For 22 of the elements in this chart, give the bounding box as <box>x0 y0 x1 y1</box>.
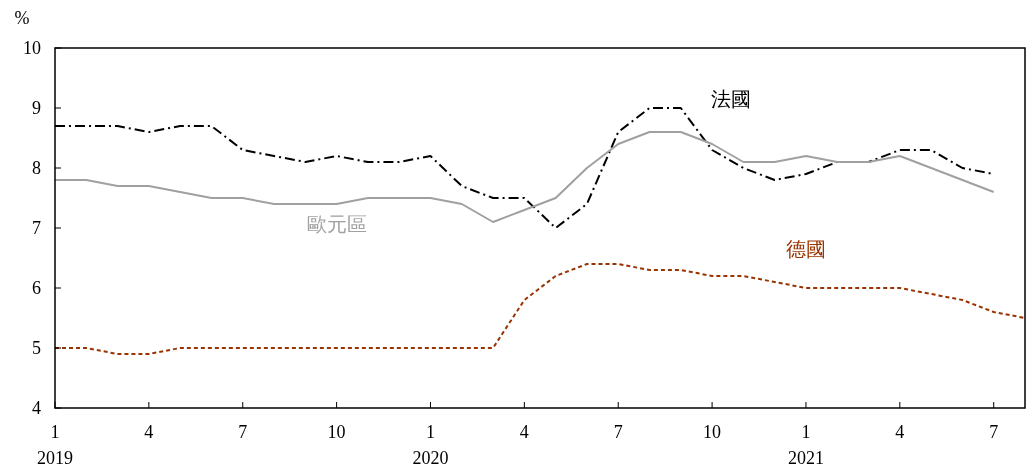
y-tick-label: 7 <box>32 218 41 238</box>
x-tick-label: 1 2020 <box>412 422 449 468</box>
y-tick-label: 6 <box>32 278 41 298</box>
y-axis-title: % <box>14 8 30 28</box>
x-tick-label: 4 <box>895 422 905 442</box>
x-tick-label: 4 <box>519 422 529 442</box>
x-tick-label: 7 <box>989 422 999 442</box>
x-tick-label: 4 <box>144 422 154 442</box>
series-label: 歐元區 <box>306 213 367 235</box>
x-tick-label: 10 <box>327 422 346 442</box>
x-tick-label: 1 2021 <box>787 422 824 468</box>
x-tick-label: 10 <box>703 422 722 442</box>
y-tick-label: 8 <box>32 158 41 178</box>
series-label: 法國 <box>710 88 751 110</box>
y-tick-label: 10 <box>23 38 41 58</box>
y-tick-label: 4 <box>32 398 41 418</box>
x-tick-label: 1 2019 <box>37 422 73 468</box>
series-label: 德國 <box>785 238 826 260</box>
x-tick-label: 7 <box>613 422 623 442</box>
x-tick-label: 7 <box>238 422 248 442</box>
y-tick-label: 5 <box>32 338 41 358</box>
y-tick-label: 9 <box>32 98 41 118</box>
